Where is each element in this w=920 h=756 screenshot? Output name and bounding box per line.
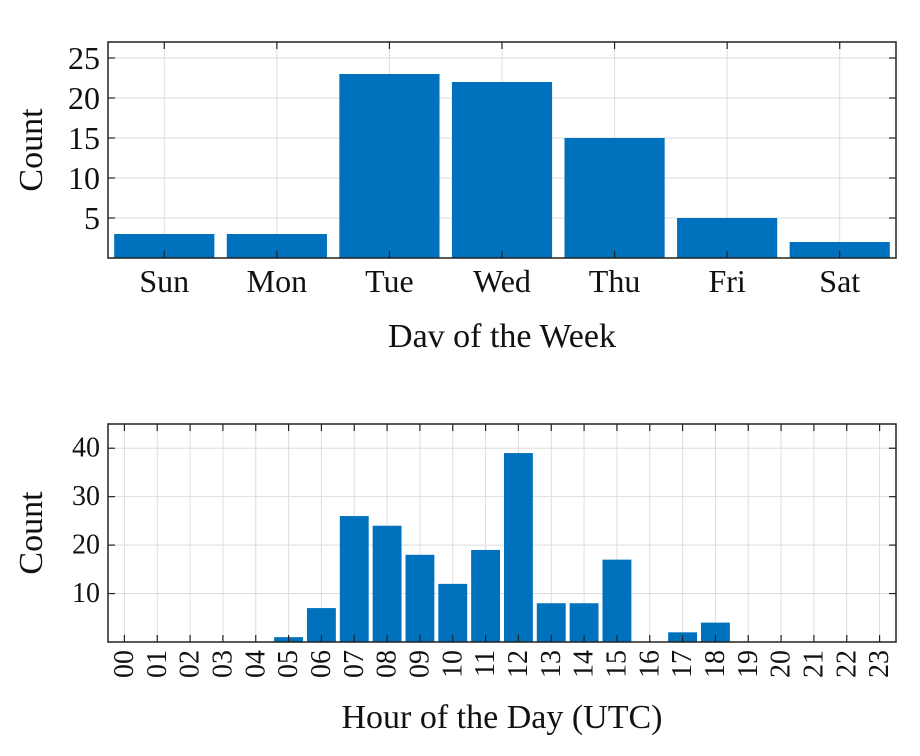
x-tick-label: 05 xyxy=(273,650,304,678)
x-tick-label: 07 xyxy=(339,650,370,678)
bar-Thu xyxy=(564,138,665,258)
hour-chart-y-axis-label: Count xyxy=(13,491,50,575)
x-tick-label: 06 xyxy=(306,650,337,678)
day-chart-y-axis-label: Count xyxy=(13,108,50,192)
bar-Wed xyxy=(451,82,553,258)
y-tick-label: 25 xyxy=(68,40,100,76)
bar-10 xyxy=(438,583,468,642)
x-tick-label: 19 xyxy=(733,650,764,678)
x-tick-label: 20 xyxy=(766,650,797,678)
x-tick-label: Mon xyxy=(247,263,307,299)
hour-chart-x-tick-labels: 00 01 02 03 04 05 06 07 08 09 10 11 12 13 14 15 16 17 18 19… xyxy=(109,424,895,678)
day-chart-x-axis-label: Dav of the Week xyxy=(388,318,616,355)
x-tick-label: Wed xyxy=(473,263,531,299)
x-tick-label: 01 xyxy=(142,650,173,678)
hour-chart-bars xyxy=(274,453,730,642)
y-tick-label: 5 xyxy=(84,200,100,236)
bar-07 xyxy=(339,516,369,642)
x-tick-label: 12 xyxy=(503,650,534,678)
hour-chart-grid xyxy=(108,424,896,642)
x-tick-label: 02 xyxy=(175,650,206,678)
y-tick-label: 40 xyxy=(72,433,100,464)
x-tick-label: 23 xyxy=(864,650,895,678)
y-tick-label: 30 xyxy=(72,481,100,512)
hour-chart-axes-box xyxy=(107,423,897,643)
x-tick-label: 14 xyxy=(569,650,600,678)
x-tick-label: 17 xyxy=(667,650,698,678)
x-tick-label: 03 xyxy=(207,650,238,678)
bar-15 xyxy=(602,559,632,642)
x-tick-label: 04 xyxy=(240,650,271,678)
bar-12 xyxy=(503,453,533,642)
x-tick-label: Thu xyxy=(589,263,641,299)
x-tick-label: 00 xyxy=(109,650,140,678)
y-tick-label: 20 xyxy=(68,80,100,116)
day-chart-bars xyxy=(114,74,890,258)
day-chart-x-tick-labels: Sun Mon Tue Wed Thu Fri Sat xyxy=(139,42,860,299)
day-of-week-chart: 5 10 15 20 25 Sun Mon Tue Wed Thu Fri Sat Dav of t… xyxy=(13,40,897,355)
bar-09 xyxy=(405,554,435,642)
x-tick-label: Tue xyxy=(365,263,414,299)
y-tick-label: 10 xyxy=(68,160,100,196)
x-tick-label: 08 xyxy=(372,650,403,678)
y-tick-label: 10 xyxy=(72,578,100,609)
bar-Sat xyxy=(789,242,890,258)
x-tick-label: 11 xyxy=(470,650,501,677)
x-tick-label: 16 xyxy=(634,650,665,678)
bar-11 xyxy=(471,549,501,642)
bar-18 xyxy=(700,622,730,642)
day-chart-y-tick-labels: 5 10 15 20 25 xyxy=(68,40,896,236)
bar-Tue xyxy=(339,74,440,258)
x-tick-label: Fri xyxy=(708,263,745,299)
x-tick-label: 21 xyxy=(798,650,829,678)
y-tick-label: 20 xyxy=(72,530,100,561)
x-tick-label: Sun xyxy=(139,263,189,299)
x-tick-label: 13 xyxy=(536,650,567,678)
bar-08 xyxy=(372,525,402,642)
x-tick-label: Sat xyxy=(819,263,860,299)
hour-chart-y-tick-labels: 10 20 30 40 xyxy=(72,433,896,609)
x-tick-label: 18 xyxy=(700,650,731,678)
hour-chart-x-axis-label: Hour of the Day (UTC) xyxy=(341,699,662,736)
x-tick-label: 22 xyxy=(831,650,862,678)
x-tick-label: 10 xyxy=(437,650,468,678)
x-tick-label: 15 xyxy=(601,650,632,678)
y-tick-label: 15 xyxy=(68,120,100,156)
x-tick-label: 09 xyxy=(404,650,435,678)
